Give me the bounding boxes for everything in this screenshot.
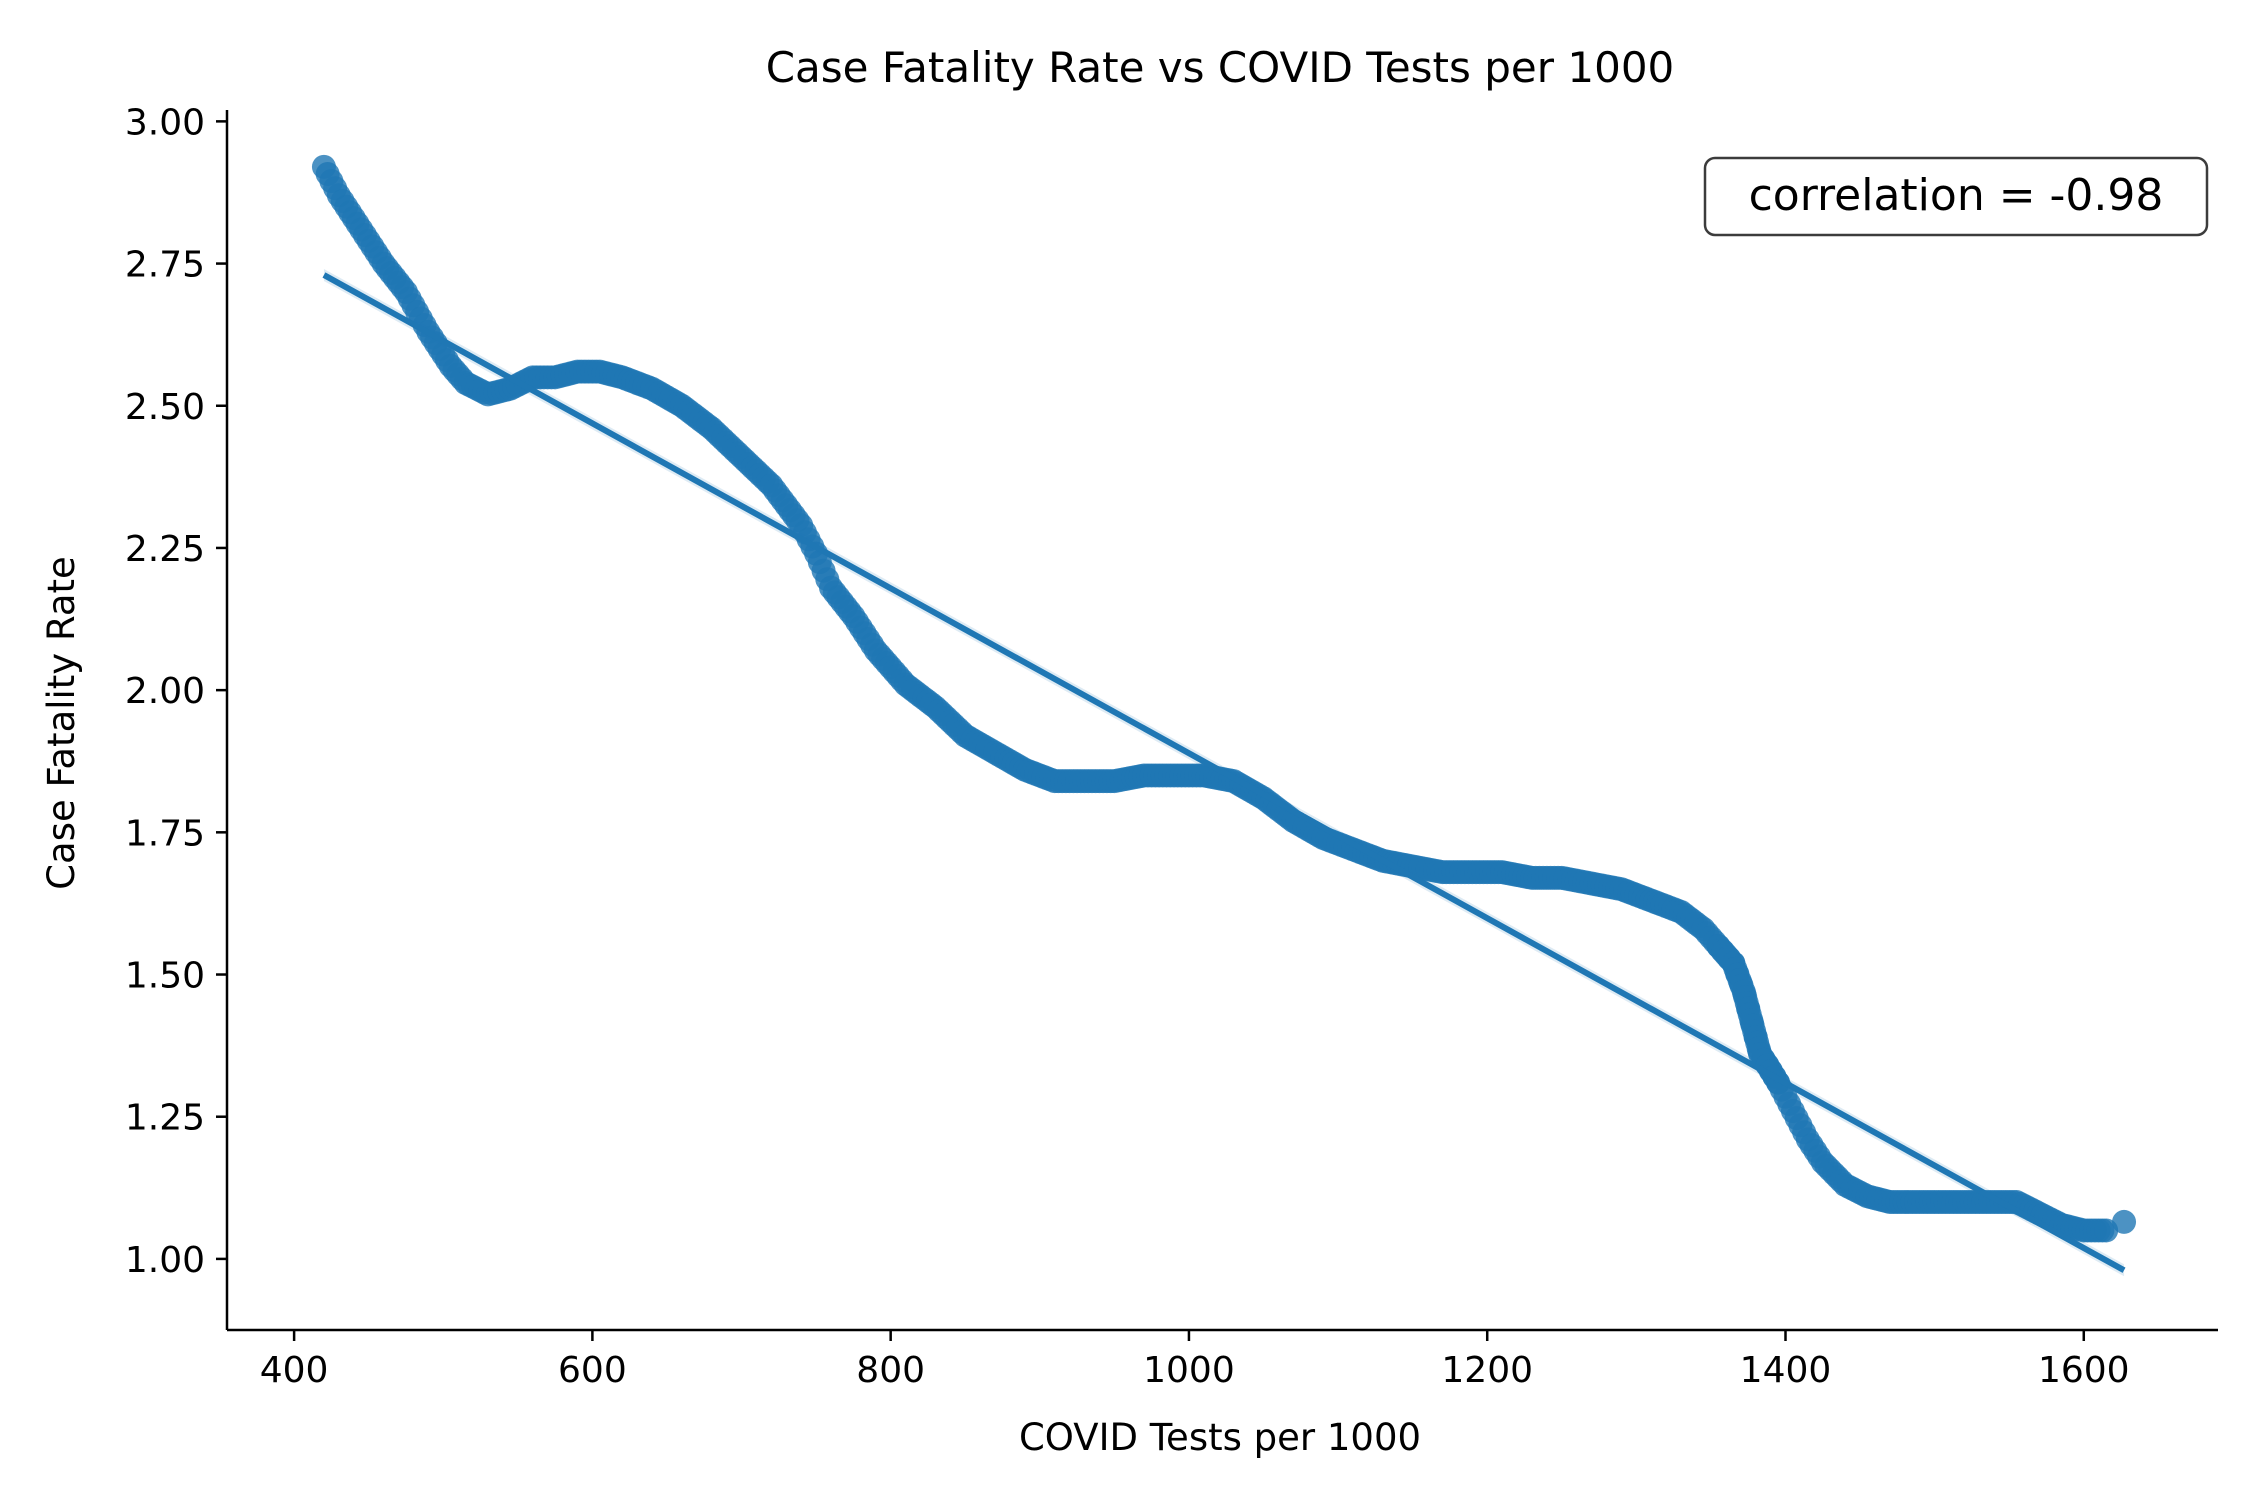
x-tick-label: 1400 [1740,1350,1832,1391]
y-tick-label: 2.75 [125,245,205,286]
y-tick-label: 2.25 [125,529,205,570]
y-tick-label: 2.50 [125,387,205,428]
y-axis-label: Case Fatality Rate [40,556,83,890]
chart-title: Case Fatality Rate vs COVID Tests per 10… [766,43,1675,92]
x-axis-label: COVID Tests per 1000 [1019,1416,1421,1459]
y-tick-label: 1.75 [125,813,205,854]
y-tick-label: 1.50 [125,956,205,997]
scatter-point [2094,1218,2119,1243]
y-tick-label: 1.00 [125,1240,205,1281]
x-tick-label: 1600 [2038,1350,2130,1391]
x-tick-label: 400 [260,1350,329,1391]
x-tick-label: 1000 [1143,1350,1235,1391]
x-tick-label: 1200 [1441,1350,1533,1391]
scatter-point [2112,1209,2137,1234]
correlation-annotation: correlation = -0.98 [1703,156,2209,237]
x-tick-label: 600 [558,1350,627,1391]
y-tick-label: 3.00 [125,102,205,143]
y-tick-label: 2.00 [125,671,205,712]
y-tick-label: 1.25 [125,1098,205,1139]
annotation-box [1703,156,2209,237]
regression-line [322,272,2126,1273]
annotation-text: correlation = -0.98 [1749,170,2164,221]
x-tick-label: 800 [856,1350,925,1391]
plot-area: 400 600 800 1000 1200 1400 1600 1.00 1.25 1.50 1.7… [125,102,2218,1391]
